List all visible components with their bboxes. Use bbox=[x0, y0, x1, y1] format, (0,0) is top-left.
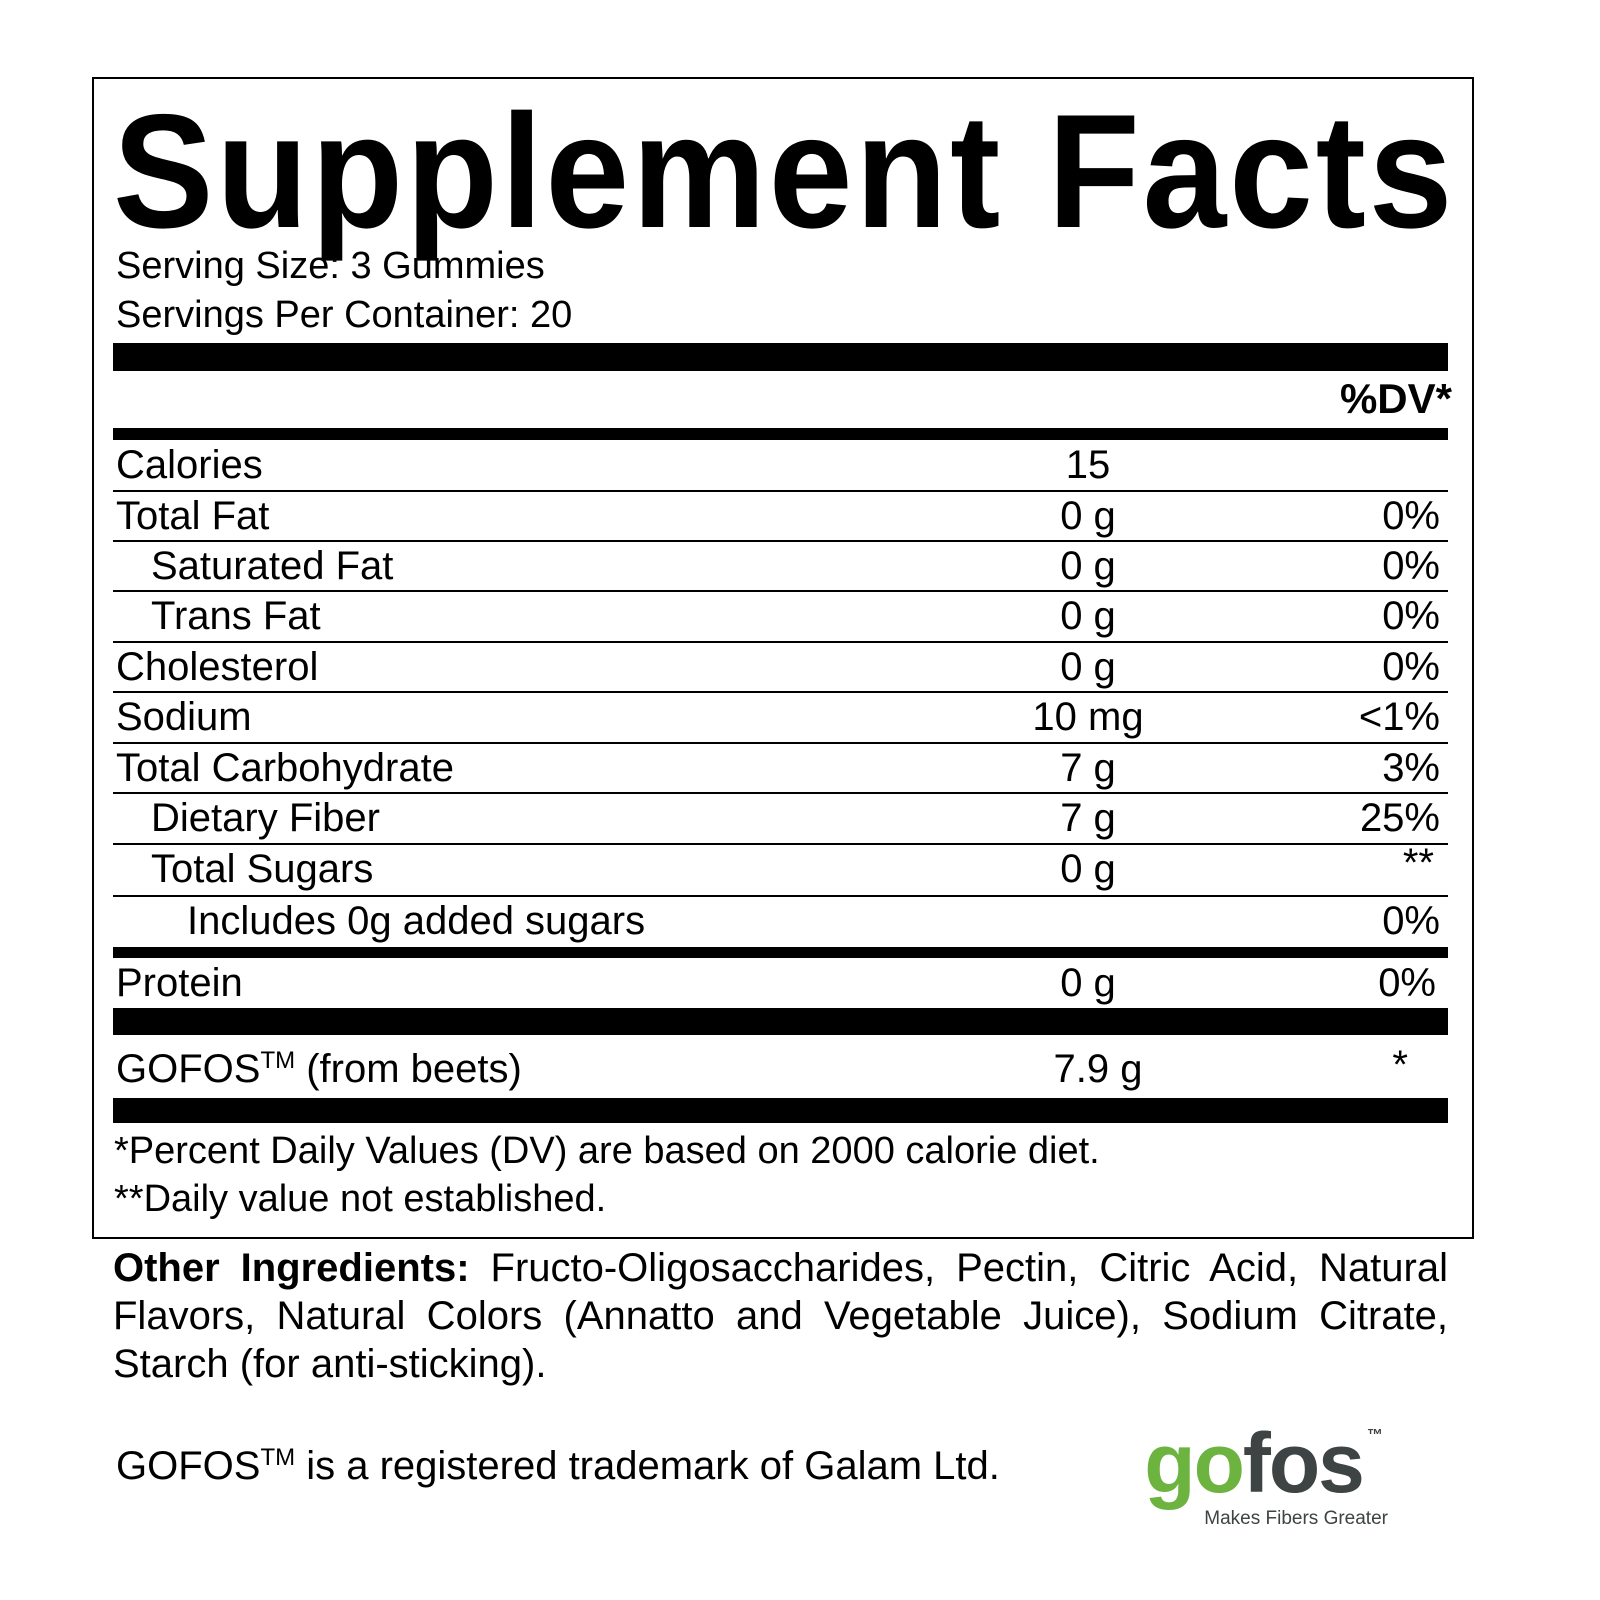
other-ingredients: Other Ingredients: Fructo-Oligosaccharid… bbox=[113, 1244, 1448, 1388]
table-row-total-sugars: Total Sugars 0 g ** bbox=[113, 841, 1448, 897]
table-row-dietary-fiber: Dietary Fiber 7 g 25% bbox=[113, 794, 1448, 845]
trademark-text: is a registered trademark of Galam Ltd. bbox=[295, 1444, 1000, 1488]
table-row-total-fat: Total Fat 0 g 0% bbox=[113, 492, 1448, 542]
row-label: Saturated Fat bbox=[151, 544, 394, 588]
row-label: Total Sugars bbox=[151, 847, 374, 891]
gofos-name: GOFOS bbox=[116, 1047, 261, 1091]
table-row-saturated-fat: Saturated Fat 0 g 0% bbox=[113, 542, 1448, 592]
table-row-added-sugars: Includes 0g added sugars 0% bbox=[113, 897, 1448, 947]
logo-fos: fos bbox=[1242, 1416, 1365, 1510]
footnote-dv: *Percent Daily Values (DV) are based on … bbox=[114, 1130, 1100, 1172]
table-row-total-carbohydrate: Total Carbohydrate 7 g 3% bbox=[113, 744, 1448, 794]
row-amount: 7 g bbox=[1060, 746, 1116, 790]
row-amount: 0 g bbox=[1060, 645, 1116, 689]
row-label: Dietary Fiber bbox=[151, 796, 380, 840]
row-amount: 7.9 g bbox=[1053, 1047, 1143, 1091]
row-label: Includes 0g added sugars bbox=[187, 899, 646, 943]
row-label: GOFOSTM (from beets) bbox=[116, 1047, 522, 1092]
row-amount: 0 g bbox=[1060, 961, 1116, 1005]
row-label: Total Carbohydrate bbox=[116, 746, 454, 790]
trademark-brand: GOFOS bbox=[116, 1444, 261, 1488]
logo-wordmark: gofos ™ bbox=[1144, 1416, 1383, 1510]
row-dv: 0% bbox=[1378, 961, 1436, 1005]
row-dv: <1% bbox=[1358, 695, 1440, 739]
row-label: Cholesterol bbox=[116, 645, 319, 689]
trademark-mark: TM bbox=[260, 1047, 296, 1074]
supplement-facts-panel bbox=[92, 77, 1474, 1239]
table-row-gofos: GOFOSTM (from beets) 7.9 g * bbox=[113, 1035, 1448, 1098]
row-amount: 0 g bbox=[1060, 847, 1116, 891]
row-label: Trans Fat bbox=[151, 594, 321, 638]
row-amount: 0 g bbox=[1060, 494, 1116, 538]
divider-thick bbox=[113, 428, 1448, 440]
dv-header: %DV* bbox=[1339, 375, 1452, 422]
row-dv: 0% bbox=[1382, 544, 1440, 588]
logo-tagline: Makes Fibers Greater bbox=[1204, 1508, 1388, 1529]
row-label: Total Fat bbox=[116, 494, 270, 538]
serving-size: Serving Size: 3 Gummies bbox=[116, 245, 545, 287]
table-row-calories: Calories 15 bbox=[113, 440, 1448, 492]
row-label: Sodium bbox=[116, 695, 252, 739]
below-panel-section: Other Ingredients: Fructo-Oligosaccharid… bbox=[113, 1244, 1448, 1528]
row-dv: 0% bbox=[1382, 899, 1440, 943]
gofos-logo: gofos ™ Makes Fibers Greater bbox=[1144, 1394, 1388, 1528]
table-row-sodium: Sodium 10 mg <1% bbox=[113, 693, 1448, 744]
divider-thick bbox=[113, 1008, 1448, 1035]
table-row-cholesterol: Cholesterol 0 g 0% bbox=[113, 643, 1448, 693]
divider-thick bbox=[113, 343, 1448, 371]
row-dv: * bbox=[1392, 1043, 1408, 1087]
footnote-not-established: **Daily value not established. bbox=[114, 1178, 607, 1220]
row-dv: ** bbox=[1402, 841, 1434, 885]
divider-thick bbox=[113, 947, 1448, 958]
trademark-statement: GOFOSTM is a registered trademark of Gal… bbox=[113, 1434, 1000, 1490]
row-dv: 25% bbox=[1359, 796, 1440, 840]
row-amount: 10 mg bbox=[1032, 695, 1144, 739]
divider-thick bbox=[113, 1098, 1448, 1123]
gofos-source: (from beets) bbox=[295, 1047, 522, 1091]
logo-tm: ™ bbox=[1366, 1427, 1383, 1444]
row-dv: 0% bbox=[1382, 494, 1440, 538]
row-label: Protein bbox=[116, 961, 243, 1005]
row-amount: 15 bbox=[1065, 443, 1111, 487]
other-ingredients-label: Other Ingredients: bbox=[113, 1246, 470, 1290]
row-label: Calories bbox=[116, 443, 263, 487]
row-amount: 0 g bbox=[1060, 544, 1116, 588]
row-amount: 0 g bbox=[1060, 594, 1116, 638]
servings-per-container: Servings Per Container: 20 bbox=[116, 294, 573, 336]
panel-title: Supplement Facts bbox=[113, 81, 1456, 262]
row-amount: 7 g bbox=[1060, 796, 1116, 840]
table-row-protein: Protein 0 g 0% bbox=[113, 958, 1448, 1008]
other-ingredients-text: Fructo-Oligosaccharides, Pectin, Citric … bbox=[113, 1246, 1448, 1386]
row-dv: 0% bbox=[1382, 594, 1440, 638]
trademark-mark: TM bbox=[260, 1444, 296, 1471]
logo-go: go bbox=[1144, 1416, 1245, 1510]
row-dv: 0% bbox=[1382, 645, 1440, 689]
row-dv: 3% bbox=[1382, 746, 1440, 790]
trademark-row: GOFOSTM is a registered trademark of Gal… bbox=[113, 1394, 1448, 1528]
table-row-trans-fat: Trans Fat 0 g 0% bbox=[113, 592, 1448, 643]
